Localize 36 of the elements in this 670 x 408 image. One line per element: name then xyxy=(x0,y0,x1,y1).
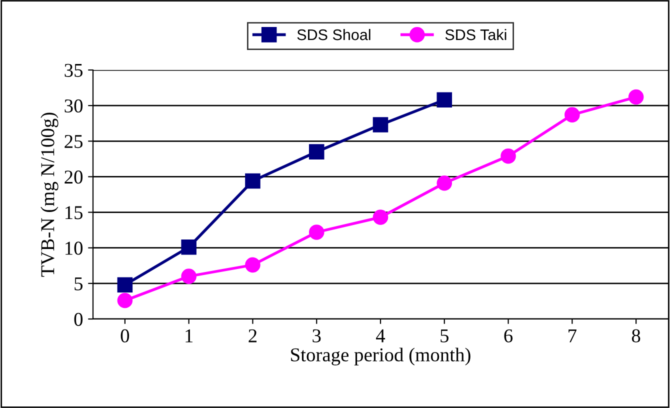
x-axis-title: Storage period (month) xyxy=(291,348,470,366)
legend-label: SDS Shoal xyxy=(297,28,370,40)
point xyxy=(117,277,133,292)
point xyxy=(245,173,260,189)
point xyxy=(181,240,196,255)
x-tick-label: 2 xyxy=(248,329,257,342)
point xyxy=(308,224,324,240)
point xyxy=(372,210,388,225)
legend-label: SDS Taki xyxy=(445,28,506,40)
point xyxy=(372,117,388,132)
point xyxy=(308,144,324,160)
point xyxy=(436,175,452,191)
x-tick-label: 5 xyxy=(440,329,448,342)
x-tick-label: 1 xyxy=(186,329,193,342)
x-tick-label: 7 xyxy=(568,329,576,342)
y-tick-label: 0 xyxy=(74,312,83,326)
y-tick-label: 25 xyxy=(64,135,83,148)
y-axis-title: TVB-N (mg N/100g) xyxy=(40,112,58,277)
y-tick-label: 20 xyxy=(64,170,83,184)
point xyxy=(181,268,196,284)
point xyxy=(564,107,580,122)
point xyxy=(628,89,644,105)
x-tick-label: 0 xyxy=(120,329,130,342)
y-tick-label: 30 xyxy=(64,99,83,113)
point xyxy=(117,292,133,308)
x-tick-label: 4 xyxy=(376,329,386,342)
y-tick-label: 15 xyxy=(66,206,83,220)
x-tick-label: 6 xyxy=(504,329,513,342)
x-tick-label: 8 xyxy=(632,329,640,342)
y-tick-label: 35 xyxy=(64,64,83,77)
y-tick-label: 5 xyxy=(74,277,83,290)
point xyxy=(500,148,516,164)
point xyxy=(245,257,260,273)
x-tick-label: 3 xyxy=(312,329,321,342)
y-tick-label: 10 xyxy=(66,242,83,255)
point xyxy=(436,92,452,108)
